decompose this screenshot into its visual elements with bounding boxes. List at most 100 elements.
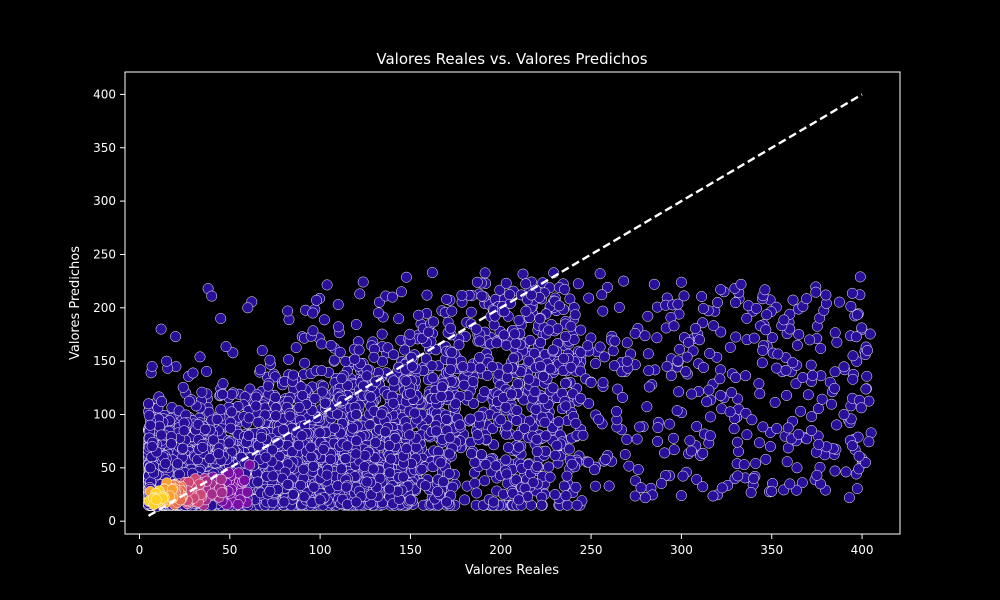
data-point xyxy=(782,422,794,434)
data-point xyxy=(393,313,405,325)
data-point xyxy=(804,334,816,346)
data-point xyxy=(569,309,581,321)
data-point xyxy=(738,459,750,471)
data-point xyxy=(560,400,572,412)
data-point xyxy=(829,382,840,394)
data-point xyxy=(643,381,655,393)
data-point xyxy=(612,383,624,395)
data-point xyxy=(862,345,873,356)
data-point xyxy=(512,430,524,442)
data-point xyxy=(416,463,428,475)
data-point xyxy=(260,451,272,463)
data-point xyxy=(724,341,736,353)
chart-title: Valores Reales vs. Valores Predichos xyxy=(376,50,647,68)
data-point xyxy=(287,369,299,381)
data-point xyxy=(207,434,219,446)
data-point xyxy=(797,372,809,383)
data-point xyxy=(732,470,744,482)
ideal-fit-line xyxy=(147,93,863,517)
data-point xyxy=(143,410,155,421)
data-point xyxy=(388,349,400,361)
data-point xyxy=(476,290,488,302)
data-point xyxy=(316,365,328,377)
data-point xyxy=(639,330,651,342)
data-point xyxy=(445,322,456,334)
data-point xyxy=(426,267,438,279)
data-point xyxy=(661,361,673,372)
data-point xyxy=(545,363,556,375)
data-point xyxy=(444,364,456,375)
data-point xyxy=(500,401,512,413)
data-point xyxy=(701,396,713,408)
data-point xyxy=(450,398,462,410)
data-point xyxy=(697,317,709,329)
data-point xyxy=(299,357,311,369)
data-point xyxy=(629,327,641,339)
data-point xyxy=(618,275,630,287)
data-point xyxy=(802,389,814,401)
y-tick-label: 250 xyxy=(93,247,116,261)
data-point xyxy=(479,267,491,279)
data-point xyxy=(226,388,238,400)
data-point xyxy=(217,388,228,400)
data-point xyxy=(368,351,380,363)
data-point xyxy=(501,339,512,351)
data-point xyxy=(347,422,359,434)
data-point xyxy=(847,350,859,362)
data-point xyxy=(256,431,267,443)
data-point xyxy=(513,441,525,453)
data-point xyxy=(490,460,502,472)
data-point xyxy=(387,397,399,409)
data-point xyxy=(470,323,482,335)
data-point xyxy=(350,496,362,508)
data-point xyxy=(865,427,877,439)
data-point xyxy=(459,494,471,506)
data-point xyxy=(443,468,455,480)
data-point xyxy=(335,463,347,475)
data-point xyxy=(642,348,654,360)
data-point xyxy=(602,281,613,293)
data-point xyxy=(384,467,396,479)
data-point xyxy=(853,463,865,475)
y-tick-label: 0 xyxy=(108,514,116,528)
data-point xyxy=(831,336,843,348)
data-point xyxy=(813,438,825,450)
data-point xyxy=(816,393,828,405)
data-point xyxy=(791,339,803,351)
data-point xyxy=(704,348,716,359)
data-point xyxy=(570,417,582,429)
data-point xyxy=(488,496,499,508)
data-point xyxy=(632,464,644,475)
data-point xyxy=(583,292,595,304)
density-layer xyxy=(143,459,256,511)
data-point xyxy=(328,422,340,434)
data-point xyxy=(340,453,352,465)
data-point xyxy=(298,463,309,475)
data-point xyxy=(558,353,570,364)
data-point xyxy=(756,357,768,369)
data-point xyxy=(453,339,465,351)
data-point xyxy=(308,481,320,493)
data-point xyxy=(607,345,619,357)
data-point xyxy=(243,430,255,441)
data-point xyxy=(838,361,850,373)
data-point xyxy=(850,331,862,343)
data-point xyxy=(404,494,416,506)
data-point xyxy=(197,441,209,453)
data-point xyxy=(441,413,452,425)
data-point xyxy=(491,337,503,349)
data-point xyxy=(196,386,208,398)
reference-line-layer xyxy=(147,93,863,517)
data-point xyxy=(177,442,189,454)
data-point xyxy=(500,454,512,466)
data-point xyxy=(793,428,805,440)
data-point xyxy=(635,482,647,494)
data-point xyxy=(465,306,477,318)
data-point-dense xyxy=(215,473,227,485)
data-point xyxy=(513,494,525,506)
data-point xyxy=(668,320,680,332)
data-point xyxy=(759,284,771,296)
data-point xyxy=(340,355,352,367)
data-point xyxy=(183,395,195,407)
